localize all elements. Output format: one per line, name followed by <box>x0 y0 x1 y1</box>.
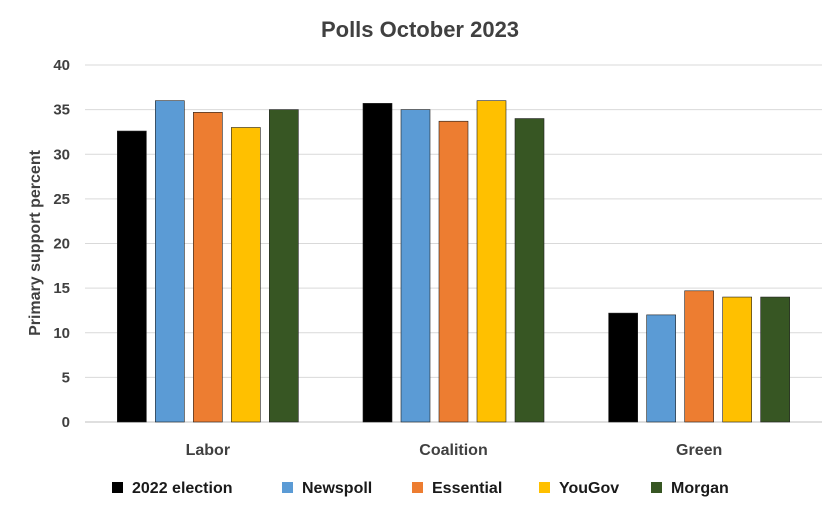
bar-labor-2022-election <box>117 130 147 423</box>
category-labels: Labor Coalition Green <box>186 442 723 459</box>
bar-green-newspoll <box>646 314 676 423</box>
y-tick-label: 15 <box>53 280 70 297</box>
bar-green-essential <box>684 290 714 423</box>
x-category-label: Coalition <box>419 442 487 459</box>
legend-label: Newspoll <box>302 480 372 497</box>
y-tick-label: 30 <box>53 146 70 163</box>
bar-coalition-yougov <box>476 100 507 423</box>
legend-label: 2022 election <box>132 480 233 497</box>
bars <box>117 100 790 423</box>
y-axis-label: Primary support percent <box>27 149 44 336</box>
chart-title: Polls October 2023 <box>321 17 519 42</box>
legend: 2022 election Newspoll Essential YouGov Morg… <box>112 480 729 497</box>
y-tick-label: 40 <box>53 57 70 74</box>
legend-swatch <box>282 482 293 493</box>
y-tick-labels: 0 5 10 15 20 25 30 35 40 <box>53 57 70 431</box>
bar-green-2022-election <box>608 312 638 423</box>
y-tick-label: 10 <box>53 325 70 342</box>
bar-labor-essential <box>193 112 223 423</box>
bar-labor-newspoll <box>155 100 185 423</box>
bar-green-yougov <box>722 296 752 423</box>
bar-coalition-essential <box>438 120 469 423</box>
x-category-label: Labor <box>186 442 230 459</box>
bar-labor-yougov <box>231 127 261 423</box>
y-tick-label: 25 <box>53 191 70 208</box>
legend-label: Essential <box>432 480 502 497</box>
y-tick-label: 5 <box>62 369 70 386</box>
y-tick-label: 0 <box>62 414 70 431</box>
bar-coalition-newspoll <box>400 109 431 423</box>
bar-labor-morgan <box>269 109 299 423</box>
bar-coalition-2022-election <box>362 103 393 423</box>
legend-label: YouGov <box>559 480 619 497</box>
legend-swatch <box>651 482 662 493</box>
x-category-label: Green <box>676 442 722 459</box>
legend-swatch <box>112 482 123 493</box>
legend-swatch <box>412 482 423 493</box>
y-tick-label: 20 <box>53 236 70 253</box>
legend-label: Morgan <box>671 480 729 497</box>
bar-coalition-morgan <box>514 118 545 423</box>
y-tick-label: 35 <box>53 102 70 119</box>
bar-green-morgan <box>760 296 790 423</box>
legend-swatch <box>539 482 550 493</box>
